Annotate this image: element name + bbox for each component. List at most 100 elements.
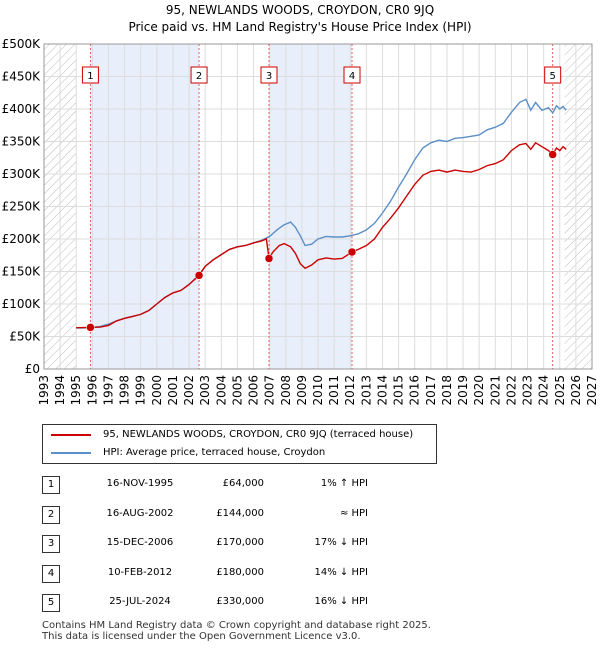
y-tick-label: £50K <box>9 330 41 344</box>
legend-label-property: 95, NEWLANDS WOODS, CROYDON, CR0 9JQ (te… <box>103 429 414 440</box>
sale-point <box>264 254 274 263</box>
legend-swatch-hpi <box>51 451 91 454</box>
sale-hpi-comparison: ≈ HPI <box>339 507 368 519</box>
x-tick-label: 1999 <box>134 375 148 406</box>
sale-point <box>347 247 357 257</box>
sale-row: 4 10-FEB-2012 £180,000 14% ↓ HPI <box>42 561 402 591</box>
x-tick-label: 2021 <box>488 375 502 406</box>
x-tick-label: 2023 <box>521 375 535 406</box>
sale-price: £170,000 <box>216 537 264 548</box>
sale-number-label: 5 <box>549 71 555 82</box>
legend-label-hpi: HPI: Average price, terraced house, Croy… <box>103 447 326 458</box>
sale-row: 2 16-AUG-2002 £144,000 ≈ HPI <box>42 502 402 532</box>
legend: 95, NEWLANDS WOODS, CROYDON, CR0 9JQ (te… <box>42 424 437 464</box>
sale-row: 1 16-NOV-1995 £64,000 1% ↑ HPI <box>42 472 402 502</box>
x-tick-label: 2017 <box>424 375 438 406</box>
y-tick-label: £500K <box>2 37 42 51</box>
x-tick-label: 1994 <box>53 375 67 406</box>
sale-number-label: 1 <box>87 71 93 82</box>
sale-price: £180,000 <box>216 566 264 578</box>
sale-point <box>194 271 204 280</box>
x-tick-label: 2012 <box>343 375 357 406</box>
sale-date: 25-JUL-2024 <box>109 596 171 607</box>
y-tick-label: £300K <box>2 167 42 181</box>
sale-number-label: 2 <box>196 71 202 82</box>
sales-table: 1 16-NOV-1995 £64,000 1% ↑ HPI 2 16-AUG-… <box>42 472 402 620</box>
x-tick-label: 2020 <box>472 375 486 406</box>
x-tick-label: 2004 <box>214 375 228 406</box>
plot-frame <box>43 43 593 370</box>
sale-price: £330,000 <box>216 596 264 607</box>
footer-copyright: Contains HM Land Registry data © Crown c… <box>42 620 431 631</box>
sale-number-label: 4 <box>349 71 355 82</box>
sale-price: £144,000 <box>216 507 264 519</box>
x-tick-label: 1997 <box>101 375 115 406</box>
sale-number-box <box>190 66 208 84</box>
x-tick-label: 2015 <box>392 375 406 406</box>
sale-row: 3 15-DEC-2006 £170,000 17% ↓ HPI <box>42 531 402 561</box>
x-tick-label: 2016 <box>408 375 422 406</box>
x-tick-label: 2000 <box>150 375 164 406</box>
y-tick-label: £100K <box>2 297 42 311</box>
sale-price: £64,000 <box>222 478 264 489</box>
x-tick-label: 1993 <box>37 375 51 406</box>
sale-point <box>86 323 95 332</box>
sale-number-box <box>343 66 361 84</box>
sale-date: 10-FEB-2012 <box>107 566 173 578</box>
sale-number-box <box>544 66 562 84</box>
sale-number: 2 <box>42 505 60 524</box>
sale-number: 5 <box>42 594 60 612</box>
x-tick-label: 2019 <box>456 375 470 406</box>
footer: Contains HM Land Registry data © Crown c… <box>42 620 431 642</box>
x-tick-label: 1998 <box>118 375 132 406</box>
chart-title: 95, NEWLANDS WOODS, CROYDON, CR0 9JQ <box>166 3 434 17</box>
x-tick-label: 1996 <box>85 375 99 406</box>
sale-number: 4 <box>42 564 60 583</box>
y-tick-label: £350K <box>2 135 42 149</box>
x-tick-label: 2024 <box>537 375 551 406</box>
sale-hpi-comparison: 1% ↑ HPI <box>320 478 368 489</box>
sale-row: 5 25-JUL-2024 £330,000 16% ↓ HPI <box>42 590 402 620</box>
x-tick-label: 2013 <box>359 375 373 406</box>
sale-hpi-comparison: 14% ↓ HPI <box>314 566 368 578</box>
sale-hpi-comparison: 16% ↓ HPI <box>314 596 368 607</box>
sale-number: 1 <box>42 476 60 494</box>
x-tick-label: 2005 <box>230 375 244 406</box>
x-tick-label: 2014 <box>375 375 389 406</box>
x-tick-label: 2018 <box>440 375 454 406</box>
y-tick-label: £400K <box>2 102 42 116</box>
x-tick-label: 2003 <box>198 375 212 406</box>
chart-subtitle: Price paid vs. HM Land Registry's House … <box>128 20 471 34</box>
legend-item-property: 95, NEWLANDS WOODS, CROYDON, CR0 9JQ (te… <box>51 429 413 440</box>
x-tick-label: 2001 <box>166 375 180 406</box>
x-tick-label: 2007 <box>263 375 277 406</box>
sale-number-label: 3 <box>266 71 272 82</box>
sale-number-box <box>81 66 99 84</box>
x-tick-label: 2008 <box>279 375 293 406</box>
sale-number-box <box>260 66 278 84</box>
x-tick-label: 2010 <box>311 375 325 406</box>
x-tick-label: 2011 <box>327 375 341 406</box>
y-tick-label: £200K <box>2 232 42 246</box>
x-tick-label: 2026 <box>569 375 583 406</box>
x-tick-label: 2006 <box>247 375 261 406</box>
sale-hpi-comparison: 17% ↓ HPI <box>314 537 368 548</box>
x-tick-label: 2002 <box>182 375 196 406</box>
y-tick-label: £250K <box>2 200 42 214</box>
sale-point <box>548 150 557 159</box>
y-tick-label: £0 <box>25 362 40 376</box>
sale-number: 3 <box>42 535 60 553</box>
price-chart: 95, NEWLANDS WOODS, CROYDON, CR0 9JQ Pri… <box>2 3 599 406</box>
sale-date: 16-NOV-1995 <box>106 478 174 489</box>
x-tick-label: 2027 <box>585 375 599 406</box>
legend-item-hpi: HPI: Average price, terraced house, Croy… <box>51 447 325 458</box>
x-tick-label: 2025 <box>553 375 567 406</box>
y-tick-label: £150K <box>2 265 42 279</box>
y-tick-label: £450K <box>2 70 42 84</box>
sale-date: 16-AUG-2002 <box>106 507 174 519</box>
x-tick-label: 2009 <box>295 375 309 406</box>
x-tick-label: 2022 <box>504 375 518 406</box>
footer-license: This data is licensed under the Open Gov… <box>42 631 361 642</box>
series-line-property <box>76 141 567 329</box>
x-tick-label: 1995 <box>69 375 83 406</box>
